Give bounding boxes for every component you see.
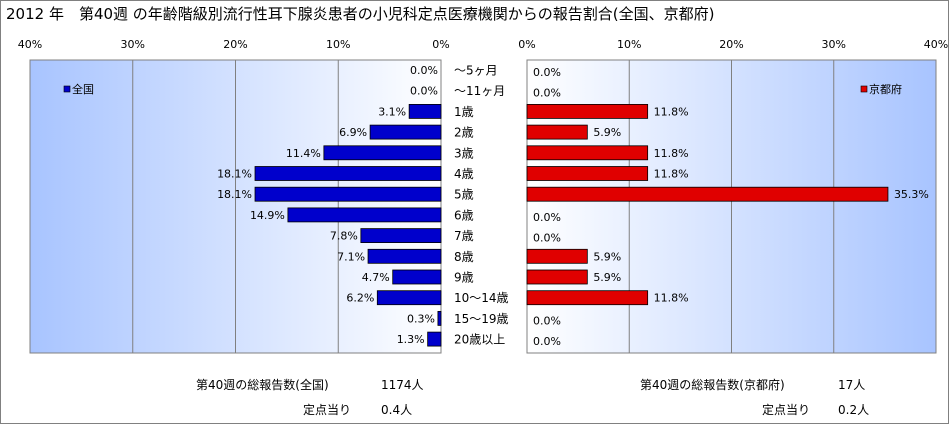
national-data-label: 7.8% (330, 230, 358, 243)
national-x-tick-label: 20% (223, 38, 247, 51)
kyoto-x-tick-label: 20% (719, 38, 743, 51)
kyoto-x-axis: 0% 10% 20% 30% 40% (518, 38, 948, 51)
national-data-label: 11.4% (286, 147, 321, 160)
kyoto-x-tick-label: 30% (822, 38, 846, 51)
national-legend-label: 全国 (72, 82, 94, 96)
age-category-label: 2歳 (454, 126, 474, 140)
kyoto-bar (526, 290, 649, 306)
national-data-label: 18.1% (217, 188, 252, 201)
kyoto-data-label: 11.8% (654, 168, 689, 181)
kyoto-bar (526, 145, 649, 161)
national-data-label: 6.9% (339, 126, 367, 139)
age-category-label: 15～19歳 (454, 312, 509, 326)
kyoto-data-label: 11.8% (654, 105, 689, 118)
national-x-tick-label: 40% (18, 38, 42, 51)
national-bar (254, 166, 442, 181)
age-category-label: 3歳 (454, 146, 474, 160)
kyoto-data-label: 11.8% (654, 147, 689, 160)
kyoto-data-label: 5.9% (593, 250, 621, 263)
age-category-label: 4歳 (454, 167, 474, 181)
national-bar (287, 207, 442, 223)
age-category-label: 9歳 (454, 271, 474, 285)
national-bar (408, 104, 442, 119)
age-category-label: ～11ヶ月 (454, 84, 505, 98)
national-bar (427, 331, 442, 347)
kyoto-data-label: 35.3% (894, 188, 929, 201)
national-bar (437, 310, 442, 326)
national-data-label: 4.7% (362, 271, 390, 284)
kyoto-data-label: 5.9% (593, 126, 621, 139)
kyoto-per-label: 定点当り (762, 402, 810, 417)
age-category-label: 7歳 (454, 229, 474, 243)
national-data-label: 6.2% (346, 292, 374, 305)
kyoto-legend-swatch (860, 85, 868, 93)
kyoto-bar (526, 269, 588, 285)
age-category-label: ～5ヶ月 (454, 64, 498, 78)
national-data-label: 7.1% (337, 250, 365, 263)
age-category-label: 20歳以上 (454, 333, 505, 347)
national-bar (367, 248, 442, 264)
national-x-tick-label: 30% (121, 38, 145, 51)
kyoto-data-label: 0.0% (533, 314, 561, 327)
kyoto-data-label: 0.0% (533, 211, 561, 224)
kyoto-legend-label: 京都府 (869, 82, 902, 96)
kyoto-total-value: 17人 (838, 378, 865, 392)
kyoto-per-value: 0.2人 (838, 403, 869, 417)
kyoto-legend: 京都府 (860, 82, 902, 96)
national-total-label: 第40週の総報告数(全国) (196, 377, 329, 392)
national-legend-swatch (63, 85, 71, 93)
national-data-label: 0.0% (410, 64, 438, 77)
kyoto-x-tick-label: 0% (518, 38, 535, 51)
national-total-value: 1174人 (381, 378, 424, 392)
chart-title: 2012 年 第40週 の年齢階級別流行性耳下腺炎患者の小児科定点医療機関からの… (6, 5, 715, 23)
footer-stats: 第40週の総報告数(全国) 1174人 定点当り 0.4人 第40週の総報告数(… (196, 377, 869, 417)
national-bar (369, 124, 442, 140)
kyoto-data-label: 0.0% (533, 66, 561, 79)
national-data-label: 14.9% (250, 209, 285, 222)
national-data-label: 3.1% (378, 105, 406, 118)
kyoto-bar (526, 186, 889, 202)
kyoto-data-label: 5.9% (593, 271, 621, 284)
national-bar (376, 290, 442, 306)
age-category-label: 5歳 (454, 188, 474, 202)
kyoto-bars: 0.0% 0.0% 11.8% 5.9% 11.8% 11.8% 35.3% 0.0% 0.0%… (526, 66, 929, 348)
national-bar (323, 145, 442, 161)
age-category-labels: ～5ヶ月 ～11ヶ月 1歳 2歳 3歳 4歳 5歳 6歳 7歳 8歳 9歳 10～14歳 15～19歳 2… (454, 64, 509, 347)
national-data-label: 0.0% (410, 85, 438, 98)
age-category-label: 10～14歳 (454, 291, 509, 305)
kyoto-total-label: 第40週の総報告数(京都府) (640, 377, 785, 392)
age-category-label: 8歳 (454, 250, 474, 264)
kyoto-bar (526, 166, 649, 181)
national-x-tick-label: 10% (326, 38, 350, 51)
kyoto-data-label: 0.0% (533, 232, 561, 245)
national-bar (360, 228, 442, 244)
national-bar (254, 186, 442, 202)
national-data-label: 0.3% (407, 312, 435, 325)
age-category-label: 6歳 (454, 208, 474, 222)
national-data-label: 1.3% (397, 333, 425, 346)
kyoto-bar (526, 124, 588, 140)
kyoto-x-tick-label: 10% (617, 38, 641, 51)
national-data-label: 18.1% (217, 168, 252, 181)
national-legend: 全国 (63, 82, 94, 96)
national-per-value: 0.4人 (381, 403, 412, 417)
kyoto-data-label: 0.0% (533, 335, 561, 348)
national-x-axis: 40% 30% 20% 10% 0% (18, 38, 450, 51)
kyoto-x-tick-label: 40% (924, 38, 948, 51)
kyoto-data-label: 11.8% (654, 292, 689, 305)
national-bar (392, 269, 442, 285)
national-x-tick-label: 0% (432, 38, 449, 51)
kyoto-bar (526, 104, 649, 119)
kyoto-bar (526, 248, 588, 264)
age-category-label: 1歳 (454, 105, 474, 119)
kyoto-data-label: 0.0% (533, 87, 561, 100)
national-gridlines (132, 60, 339, 353)
national-per-label: 定点当り (303, 402, 351, 417)
national-bars: 0.0% 0.0% 3.1% 6.9% 11.4% 18.1% 18.1% 14.9% 7.8%… (217, 64, 442, 347)
